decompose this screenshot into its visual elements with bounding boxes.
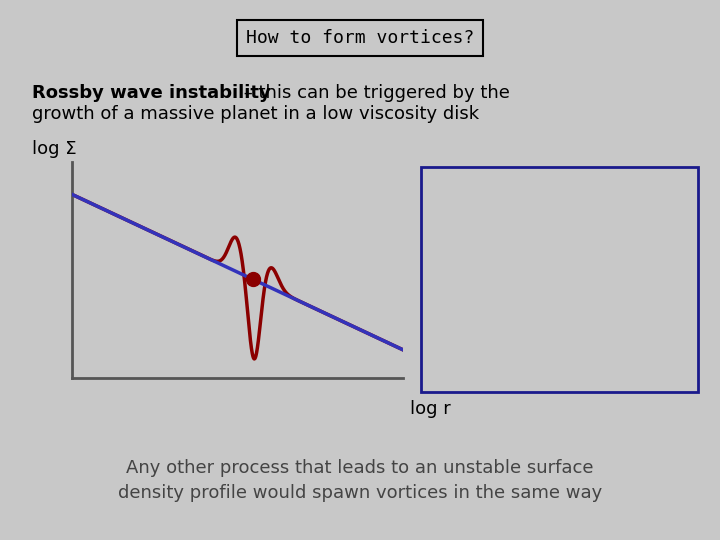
Text: log Σ: log Σ [32,140,77,158]
Text: growth of a massive planet in a low viscosity disk: growth of a massive planet in a low visc… [32,105,480,123]
Text: Rossby wave instability: Rossby wave instability [32,84,271,102]
Text: Any other process that leads to an unstable surface
density profile would spawn : Any other process that leads to an unsta… [118,459,602,502]
Text: formation of the gap
leads to potentially
unstable surface
density maxima at
the: formation of the gap leads to potentiall… [441,179,627,294]
Text: – this can be triggered by the: – this can be triggered by the [238,84,510,102]
Text: How to form vortices?: How to form vortices? [246,29,474,47]
Text: log r: log r [410,400,451,417]
